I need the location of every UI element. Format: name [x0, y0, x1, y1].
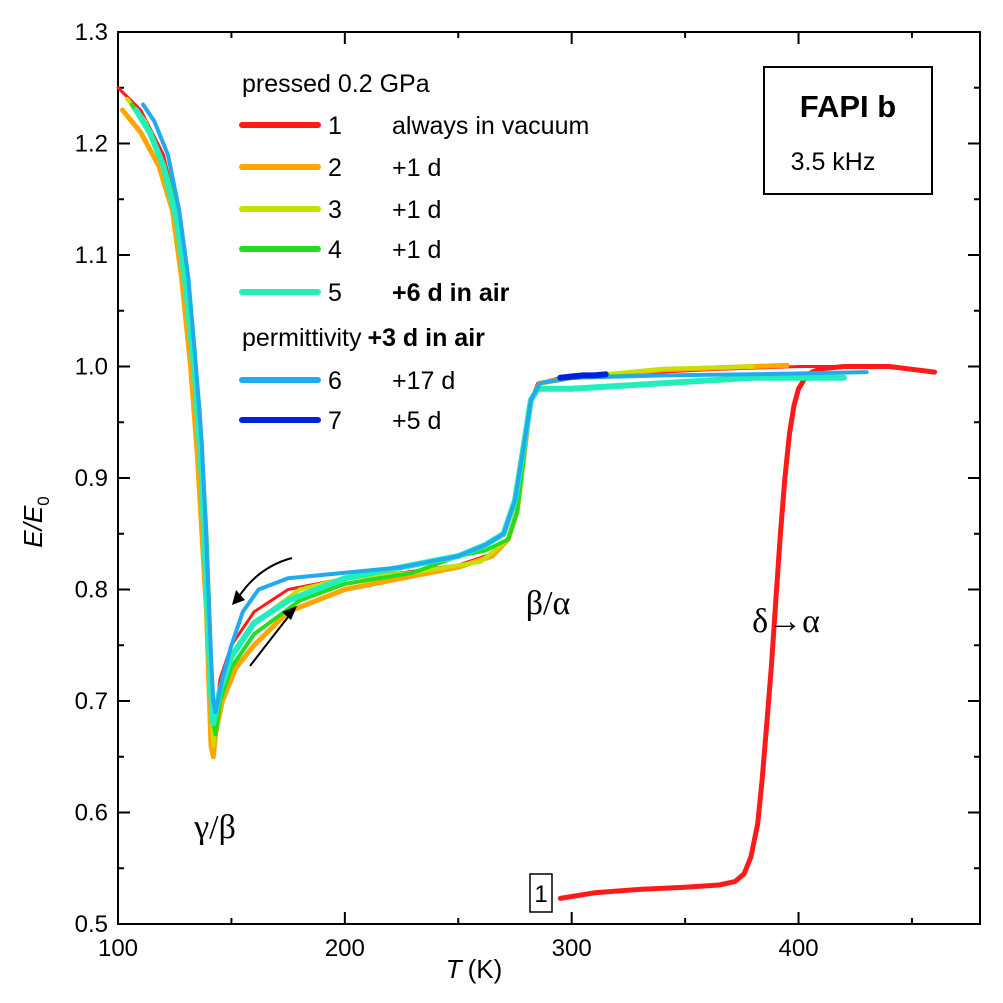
annotation-beta-alpha: β/α [526, 585, 571, 622]
legend-number-7: 7 [328, 407, 342, 435]
chart-title: FAPI b [800, 89, 896, 124]
series-line-7 [557, 371, 609, 381]
x-axis-title: T (K) [446, 954, 503, 984]
legend-label-2: +1 d [392, 154, 441, 182]
x-tick-label: 200 [325, 935, 365, 962]
legend-number-4: 4 [328, 236, 342, 264]
series-line-2 [120, 107, 790, 760]
y-tick-label: 0.5 [75, 911, 108, 938]
y-tick-label: 0.9 [75, 465, 108, 492]
y-tick-label: 0.8 [75, 577, 108, 604]
y-axis-title-main: E/E [18, 505, 48, 548]
y-tick-label: 0.7 [75, 688, 108, 715]
y-tick-label: 1.0 [75, 354, 108, 381]
y-axis-title-sub: 0 [34, 496, 53, 505]
series-line-1 [557, 364, 938, 901]
legend-header-1: pressed 0.2 GPa [242, 70, 430, 98]
heating-arrowhead [282, 606, 297, 620]
legend-label-3: +1 d [392, 196, 441, 224]
legend-number-3: 3 [328, 196, 342, 224]
legend-header-2: permittivity +3 d in air [242, 324, 485, 352]
curve-1-label-box [529, 873, 553, 913]
series-line-5 [133, 107, 847, 727]
ticks: 100 200 300 400 0.5 0.6 0.7 0.8 0.9 1.0 1.1 1.2 1.3 [75, 19, 980, 962]
y-tick-label: 1.3 [75, 19, 108, 46]
annotation-gamma-beta: γ/β [193, 809, 236, 846]
title-box: FAPI b 3.5 kHz [763, 66, 933, 195]
direction-arrows [232, 557, 297, 667]
x-axis-title-var: T [446, 954, 464, 984]
title-box-frame [763, 66, 933, 195]
series-layer [116, 86, 938, 901]
legend-label-1: always in vacuum [392, 112, 589, 140]
x-tick-label: 100 [98, 935, 138, 962]
series-line-6 [141, 102, 869, 715]
legend-label-5: +6 d in air [392, 279, 510, 307]
x-tick-label: 300 [552, 935, 592, 962]
legend-number-5: 5 [328, 279, 342, 307]
series-line-1-full [116, 86, 846, 736]
legend-number-1: 1 [328, 112, 342, 140]
legend-entries-group-a: 1 always in vacuum 2 +1 d 3 +1 d 4 +1 d 5 +6 d in… [239, 112, 589, 307]
legend-header-2-plain: permittivity [242, 324, 362, 352]
legend-label-7: +5 d [392, 407, 441, 435]
legend-label-4: +1 d [392, 236, 441, 264]
x-axis-title-unit: (K) [468, 954, 503, 984]
legend-number-6: 6 [328, 367, 342, 395]
x-tick-label: 400 [779, 935, 819, 962]
cooling-arrow [237, 557, 293, 599]
legend-header-2-bold: +3 d in air [367, 324, 485, 352]
y-tick-label: 0.6 [75, 800, 108, 827]
curve-1-label-text: 1 [534, 881, 547, 908]
legend: pressed 0.2 GPa 1 always in vacuum 2 +1 d 3 +… [239, 70, 589, 435]
chart-subtitle: 3.5 kHz [791, 148, 876, 176]
legend-entries-group-b: 6 +17 d 7 +5 d [239, 367, 455, 435]
curve-1-label: 1 [529, 873, 553, 913]
legend-label-6: +17 d [392, 367, 455, 395]
legend-number-2: 2 [328, 154, 342, 182]
cooling-arrowhead [232, 590, 245, 605]
y-axis-title: E/E0 [18, 496, 53, 547]
annotation-delta-alpha: δ→α [752, 603, 820, 640]
y-tick-label: 1.1 [75, 242, 108, 269]
y-tick-label: 1.2 [75, 131, 108, 158]
